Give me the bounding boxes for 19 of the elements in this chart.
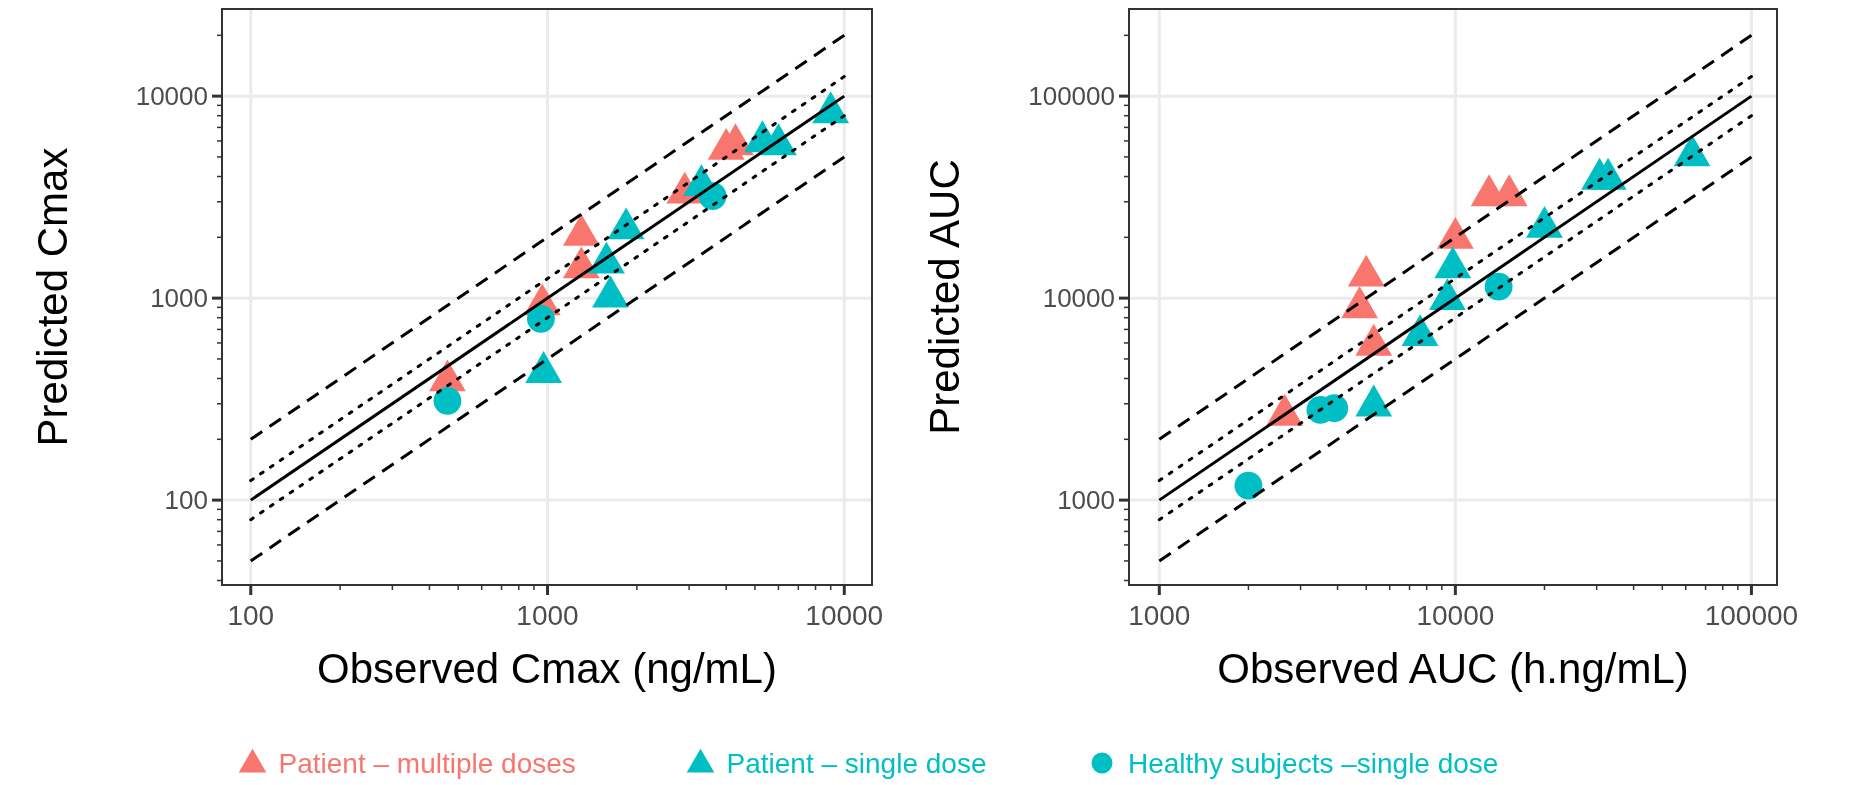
x-tick-label: 1000 xyxy=(516,600,579,631)
legend-label: Healthy subjects –single dose xyxy=(1128,747,1499,779)
y-tick-label: 1000 xyxy=(150,283,208,314)
y-tick-label: 10000 xyxy=(1042,283,1115,314)
x-tick-label: 1000 xyxy=(1128,600,1191,631)
y-tick-label: 100000 xyxy=(1028,81,1115,112)
x-tick-label: 10000 xyxy=(1416,600,1495,631)
x-axis-title: Observed AUC (h.ng/mL) xyxy=(1217,645,1689,692)
x-tick-label: 100000 xyxy=(1704,600,1799,631)
x-tick-label: 10000 xyxy=(805,600,884,631)
legend-label: Patient – single dose xyxy=(726,747,987,779)
x-axis-title: Observed Cmax (ng/mL) xyxy=(317,645,777,692)
y-tick-label: 10000 xyxy=(135,81,208,112)
y-axis-title: Predicted Cmax xyxy=(29,147,76,447)
x-tick-label: 100 xyxy=(227,600,275,631)
y-axis-title: Predicted AUC xyxy=(921,159,968,435)
y-tick-label: 1000 xyxy=(1057,485,1115,516)
legend-label: Patient – multiple doses xyxy=(278,747,576,779)
y-tick-label: 100 xyxy=(164,485,208,516)
